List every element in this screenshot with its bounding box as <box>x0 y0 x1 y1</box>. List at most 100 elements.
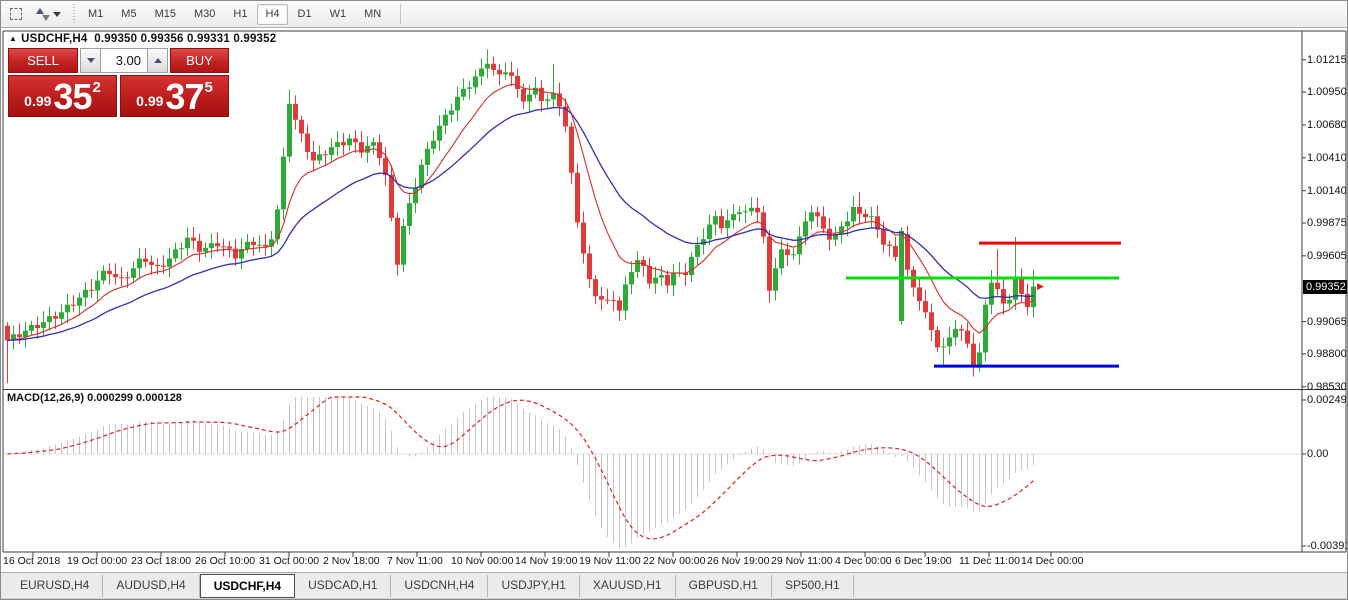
candle-body <box>467 87 472 89</box>
toolbar-separator <box>400 4 402 24</box>
collapse-arrow-icon[interactable]: ▲ <box>9 34 18 43</box>
candle-body <box>191 237 196 241</box>
toolbar-grip[interactable] <box>73 4 75 24</box>
time-axis-label: 4 Dec 00:00 <box>835 555 892 567</box>
chart-tab-audusd[interactable]: AUDUSD,H4 <box>103 575 200 597</box>
chart-tab-xauusd[interactable]: XAUUSD,H1 <box>580 575 676 597</box>
time-axis-label: 14 Dec 00:00 <box>1021 555 1084 567</box>
chart-tab-gbpusd[interactable]: GBPUSD,H1 <box>676 575 772 597</box>
macd-signal-value: 0.000128 <box>136 392 182 404</box>
candle-body <box>503 72 508 75</box>
candle-body <box>173 249 178 259</box>
chart-tab-eurusd[interactable]: EURUSD,H4 <box>7 575 104 597</box>
candle-body <box>317 154 322 161</box>
volume-increase-button[interactable] <box>148 48 168 73</box>
sell-button[interactable]: SELL <box>8 48 78 73</box>
candle-body <box>455 96 460 111</box>
symbol-period-label: USDCHF,H4 <box>21 33 88 45</box>
moving-average-line <box>7 83 1034 342</box>
candle-body <box>923 301 928 313</box>
candle-body <box>389 174 394 218</box>
candle-body <box>1013 279 1018 300</box>
candle-body <box>215 243 220 247</box>
candle-body <box>383 158 388 175</box>
timeframe-button-h1[interactable]: H1 <box>233 7 248 20</box>
buy-price-main: 37 <box>165 76 204 117</box>
chart-tab-sp500[interactable]: SP500,H1 <box>772 575 854 597</box>
candle-body <box>311 151 316 161</box>
candle-body <box>341 142 346 146</box>
candle-body <box>641 260 646 266</box>
candle-body <box>935 330 940 348</box>
candle-body <box>881 229 886 245</box>
timeframe-button-m1[interactable]: M1 <box>88 7 104 20</box>
candle-body <box>755 207 760 213</box>
buy-button[interactable]: BUY <box>170 48 229 73</box>
candle-body <box>509 72 514 76</box>
chart-tab-usdcnh[interactable]: USDCNH,H4 <box>391 575 489 597</box>
candle-body <box>101 270 106 281</box>
candle-body <box>305 133 310 152</box>
candle-body <box>419 164 424 188</box>
candle-body <box>287 103 292 157</box>
candle-body <box>527 94 532 102</box>
candle-body <box>1019 279 1024 294</box>
candle-body <box>227 246 232 249</box>
chart-area[interactable]: ▲ USDCHF,H4 0.99350 0.99356 0.99331 0.993… <box>1 29 1348 572</box>
volume-decrease-button[interactable] <box>80 48 100 73</box>
candle-body <box>275 209 280 240</box>
candle-body <box>845 221 850 227</box>
candle-body <box>833 233 838 240</box>
chart-canvas[interactable] <box>1 29 1348 572</box>
timeframe-button-m30[interactable]: M30 <box>193 7 216 20</box>
price-axis-label: 1.00410 <box>1307 151 1347 164</box>
timeframe-button-m5[interactable]: M5 <box>121 7 137 20</box>
symbols-icon[interactable] <box>31 4 65 25</box>
candle-body <box>461 88 466 97</box>
buy-price-prefix: 0.99 <box>136 93 164 109</box>
candle-body <box>647 265 652 284</box>
candle-body <box>179 248 184 250</box>
timeframe-button-w1[interactable]: W1 <box>329 7 347 20</box>
candle-body <box>779 249 784 269</box>
sell-price-display[interactable]: 0.99 35 2 <box>8 75 117 117</box>
volume-input[interactable] <box>100 48 148 73</box>
candle-body <box>83 289 88 298</box>
sell-price-prefix: 0.99 <box>24 93 52 109</box>
candle-body <box>617 300 622 311</box>
candle-body <box>545 99 550 102</box>
time-axis-label: 19 Oct 00:00 <box>67 555 128 567</box>
chart-tab-usdjpy[interactable]: USDJPY,H1 <box>488 575 580 597</box>
timeframe-button-h4[interactable]: H4 <box>257 3 288 25</box>
timeframe-button-d1[interactable]: D1 <box>297 7 312 20</box>
candle-body <box>569 126 574 173</box>
candle-body <box>413 187 418 204</box>
candle-body <box>257 244 262 246</box>
chart-tabbar: EURUSD,H4 AUDUSD,H4 USDCHF,H4 USDCAD,H1 USDC… <box>1 572 1347 598</box>
candle-body <box>209 243 214 248</box>
price-axis-label: 0.99065 <box>1307 315 1347 328</box>
candle-body <box>1031 286 1036 308</box>
buy-price-display[interactable]: 0.99 37 5 <box>120 75 229 117</box>
macd-axis-label: 0.002492 <box>1307 394 1347 406</box>
timeframe-button-mn[interactable]: MN <box>364 7 382 20</box>
candle-body <box>371 142 376 146</box>
candle-body <box>221 246 226 248</box>
candle-body <box>929 312 934 331</box>
candle-body <box>941 346 946 348</box>
macd-signal-line <box>7 396 1034 540</box>
candle-body <box>815 212 820 217</box>
candle-body <box>77 297 82 306</box>
time-axis-label: 7 Nov 11:00 <box>387 555 443 567</box>
chart-select-icon[interactable] <box>5 4 27 25</box>
chart-tab-usdcad[interactable]: USDCAD,H1 <box>295 575 392 597</box>
candle-body <box>443 114 448 126</box>
candle-body <box>893 246 898 257</box>
chart-tab-usdchf[interactable]: USDCHF,H4 <box>199 574 296 598</box>
candle-body <box>737 212 742 215</box>
candle-body <box>839 226 844 234</box>
candle-body <box>557 93 562 107</box>
candle-body <box>65 304 70 313</box>
candle-body <box>269 239 274 247</box>
timeframe-button-m15[interactable]: M15 <box>154 7 176 20</box>
